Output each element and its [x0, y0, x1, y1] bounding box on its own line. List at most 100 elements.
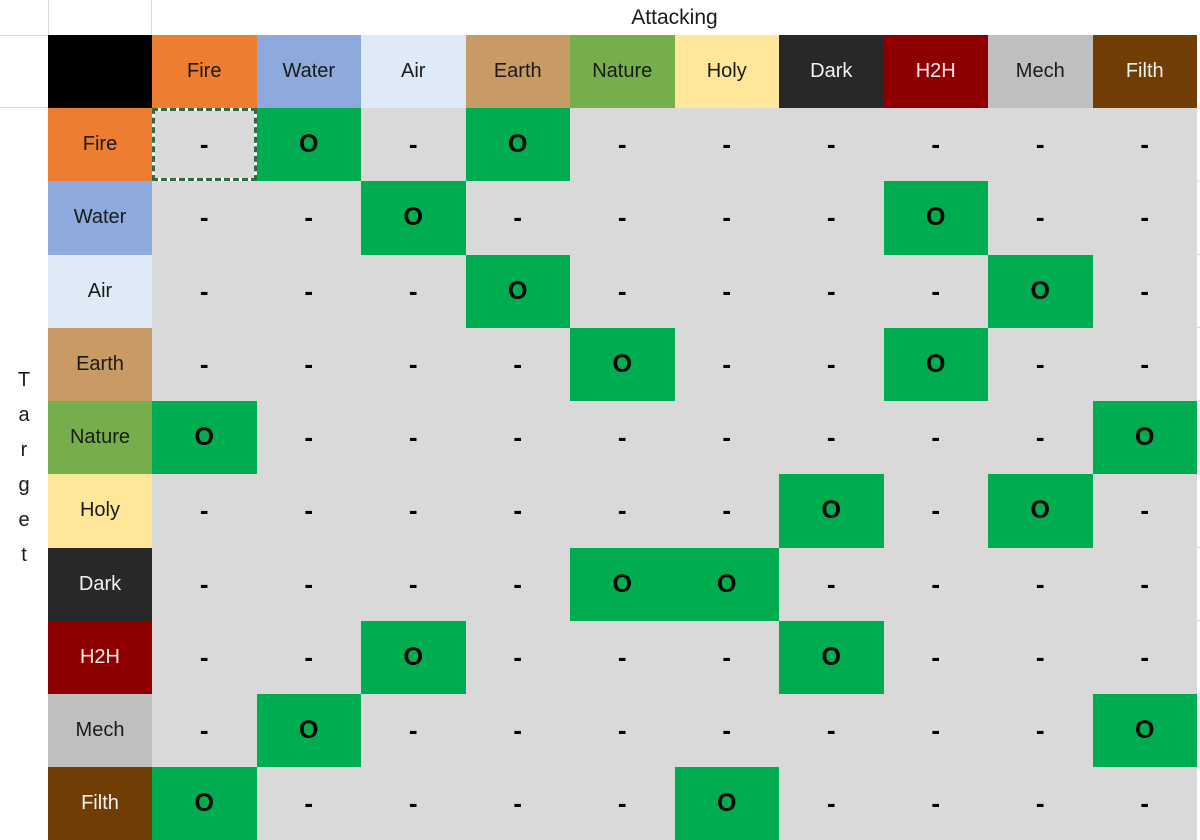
- row-header-fire[interactable]: Fire: [48, 108, 152, 182]
- row-header-nature[interactable]: Nature: [48, 401, 152, 475]
- matrix-cell[interactable]: -: [1092, 108, 1197, 182]
- matrix-cell[interactable]: O: [465, 108, 570, 182]
- matrix-cell[interactable]: O: [256, 108, 361, 182]
- matrix-cell[interactable]: -: [1092, 474, 1197, 548]
- matrix-cell[interactable]: -: [779, 547, 884, 621]
- matrix-cell[interactable]: -: [256, 327, 361, 401]
- matrix-cell[interactable]: -: [152, 327, 257, 401]
- matrix-cell[interactable]: -: [988, 181, 1093, 255]
- matrix-cell[interactable]: O: [1092, 401, 1197, 475]
- matrix-cell[interactable]: -: [883, 547, 988, 621]
- row-header-earth[interactable]: Earth: [48, 327, 152, 401]
- matrix-cell[interactable]: -: [674, 327, 779, 401]
- matrix-cell[interactable]: -: [988, 767, 1093, 840]
- matrix-cell[interactable]: -: [674, 474, 779, 548]
- matrix-cell[interactable]: -: [570, 767, 675, 840]
- column-header-mech[interactable]: Mech: [988, 35, 1093, 108]
- matrix-cell[interactable]: O: [152, 401, 257, 475]
- row-header-filth[interactable]: Filth: [48, 767, 152, 840]
- matrix-cell[interactable]: O: [361, 181, 466, 255]
- matrix-cell[interactable]: -: [256, 254, 361, 328]
- matrix-cell[interactable]: -: [988, 620, 1093, 694]
- matrix-cell[interactable]: -: [988, 401, 1093, 475]
- matrix-cell[interactable]: -: [152, 474, 257, 548]
- matrix-cell[interactable]: -: [152, 181, 257, 255]
- matrix-cell[interactable]: -: [570, 181, 675, 255]
- matrix-cell[interactable]: -: [988, 108, 1093, 182]
- matrix-cell[interactable]: -: [1092, 254, 1197, 328]
- matrix-cell[interactable]: -: [674, 401, 779, 475]
- matrix-cell[interactable]: -: [883, 108, 988, 182]
- matrix-cell[interactable]: O: [570, 547, 675, 621]
- matrix-cell[interactable]: -: [361, 327, 466, 401]
- column-header-air[interactable]: Air: [361, 35, 466, 108]
- matrix-cell[interactable]: O: [465, 254, 570, 328]
- matrix-cell[interactable]: -: [674, 254, 779, 328]
- column-header-h2h[interactable]: H2H: [883, 35, 988, 108]
- matrix-cell[interactable]: -: [674, 108, 779, 182]
- matrix-cell[interactable]: -: [361, 694, 466, 768]
- matrix-cell[interactable]: O: [674, 767, 779, 840]
- row-header-holy[interactable]: Holy: [48, 474, 152, 548]
- corner-cell[interactable]: [48, 35, 152, 108]
- matrix-cell[interactable]: -: [361, 108, 466, 182]
- matrix-cell[interactable]: -: [152, 694, 257, 768]
- column-header-holy[interactable]: Holy: [674, 35, 779, 108]
- matrix-cell[interactable]: -: [988, 694, 1093, 768]
- matrix-cell[interactable]: -: [570, 108, 675, 182]
- matrix-cell[interactable]: -: [361, 254, 466, 328]
- matrix-cell[interactable]: -: [883, 694, 988, 768]
- matrix-cell[interactable]: -: [465, 327, 570, 401]
- matrix-cell[interactable]: -: [465, 401, 570, 475]
- matrix-cell[interactable]: O: [1092, 694, 1197, 768]
- matrix-cell[interactable]: O: [256, 694, 361, 768]
- matrix-cell[interactable]: O: [988, 254, 1093, 328]
- matrix-cell[interactable]: -: [1092, 620, 1197, 694]
- matrix-cell[interactable]: -: [570, 620, 675, 694]
- matrix-cell[interactable]: O: [152, 767, 257, 840]
- matrix-cell[interactable]: -: [361, 547, 466, 621]
- column-header-water[interactable]: Water: [256, 35, 361, 108]
- matrix-cell[interactable]: -: [988, 327, 1093, 401]
- matrix-cell[interactable]: -: [465, 181, 570, 255]
- row-header-dark[interactable]: Dark: [48, 547, 152, 621]
- matrix-cell[interactable]: O: [674, 547, 779, 621]
- matrix-cell[interactable]: -: [779, 694, 884, 768]
- matrix-cell[interactable]: -: [988, 547, 1093, 621]
- matrix-cell[interactable]: O: [361, 620, 466, 694]
- matrix-cell[interactable]: -: [570, 474, 675, 548]
- row-header-mech[interactable]: Mech: [48, 694, 152, 768]
- matrix-cell[interactable]: -: [256, 181, 361, 255]
- matrix-cell[interactable]: O: [779, 474, 884, 548]
- matrix-cell[interactable]: -: [152, 108, 257, 182]
- matrix-cell[interactable]: -: [883, 474, 988, 548]
- matrix-cell[interactable]: -: [1092, 327, 1197, 401]
- matrix-cell[interactable]: -: [361, 474, 466, 548]
- column-header-fire[interactable]: Fire: [152, 35, 257, 108]
- matrix-cell[interactable]: O: [883, 181, 988, 255]
- matrix-cell[interactable]: -: [779, 767, 884, 840]
- matrix-cell[interactable]: -: [1092, 767, 1197, 840]
- column-header-nature[interactable]: Nature: [570, 35, 675, 108]
- column-header-dark[interactable]: Dark: [779, 35, 884, 108]
- matrix-cell[interactable]: -: [779, 401, 884, 475]
- matrix-cell[interactable]: -: [570, 401, 675, 475]
- matrix-cell[interactable]: -: [779, 254, 884, 328]
- column-header-earth[interactable]: Earth: [465, 35, 570, 108]
- matrix-cell[interactable]: -: [465, 620, 570, 694]
- matrix-cell[interactable]: -: [256, 547, 361, 621]
- matrix-cell[interactable]: -: [570, 694, 675, 768]
- matrix-cell[interactable]: -: [152, 254, 257, 328]
- matrix-cell[interactable]: -: [1092, 181, 1197, 255]
- matrix-cell[interactable]: O: [570, 327, 675, 401]
- matrix-cell[interactable]: -: [256, 474, 361, 548]
- matrix-cell[interactable]: -: [465, 474, 570, 548]
- row-header-air[interactable]: Air: [48, 254, 152, 328]
- matrix-cell[interactable]: -: [674, 181, 779, 255]
- matrix-cell[interactable]: -: [256, 767, 361, 840]
- matrix-cell[interactable]: -: [256, 620, 361, 694]
- row-header-water[interactable]: Water: [48, 181, 152, 255]
- matrix-cell[interactable]: -: [883, 620, 988, 694]
- matrix-cell[interactable]: -: [883, 767, 988, 840]
- matrix-cell[interactable]: -: [674, 694, 779, 768]
